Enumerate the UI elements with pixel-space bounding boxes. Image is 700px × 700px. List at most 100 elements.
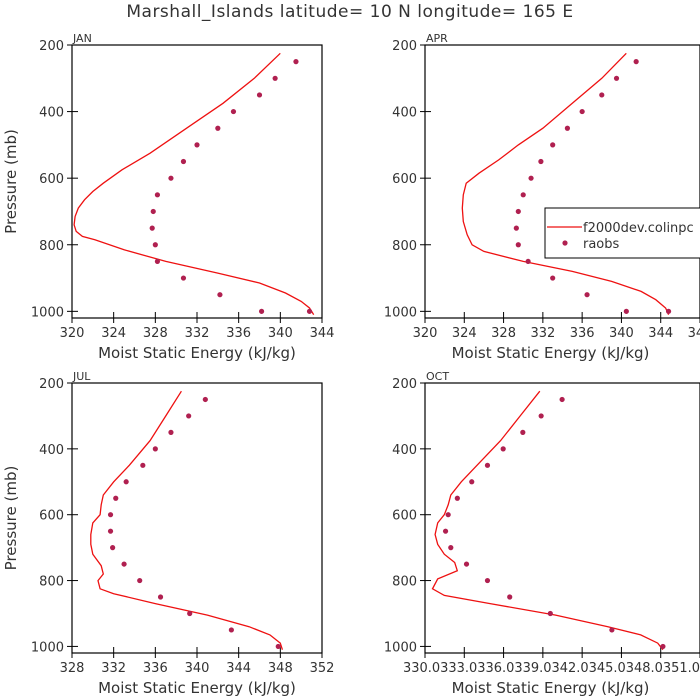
- obs-point: [228, 627, 234, 633]
- obs-point: [107, 528, 114, 534]
- y-tick-label: 200: [392, 39, 417, 54]
- obs-point: [515, 208, 521, 215]
- obs-point: [484, 462, 491, 468]
- obs-point: [515, 242, 521, 248]
- y-tick-label: 600: [39, 172, 64, 187]
- obs-point: [152, 242, 158, 248]
- x-tick-label: 340: [609, 326, 634, 341]
- obs-point: [609, 627, 615, 633]
- obs-point: [123, 479, 129, 485]
- obs-point: [157, 594, 164, 600]
- obs-point: [272, 75, 278, 81]
- y-tick-label: 600: [392, 172, 417, 187]
- obs-point: [599, 92, 605, 98]
- y-tick-label: 200: [39, 39, 64, 54]
- x-tick-label: 328: [60, 661, 85, 676]
- obs-point: [202, 396, 208, 403]
- x-tick-label: 332: [530, 326, 555, 341]
- y-tick-label: 800: [39, 239, 64, 254]
- y-axis-label: Pressure (mb): [2, 129, 20, 234]
- y-tick-label: 800: [392, 575, 417, 590]
- obs-point: [613, 75, 620, 81]
- y-tick-label: 200: [39, 377, 64, 392]
- obs-point: [665, 308, 672, 314]
- obs-point: [187, 610, 193, 617]
- obs-point: [520, 192, 526, 198]
- y-tick-label: 400: [39, 106, 64, 121]
- obs-point: [306, 308, 313, 314]
- y-tick-label: 1000: [31, 640, 64, 655]
- obs-point: [215, 125, 221, 131]
- y-tick-label: 800: [39, 575, 64, 590]
- x-tick-label: 320: [60, 326, 85, 341]
- obs-point: [150, 208, 156, 215]
- obs-point: [500, 446, 506, 452]
- panel-label: JUL: [72, 370, 91, 383]
- obs-point: [633, 59, 639, 65]
- obs-point: [275, 643, 281, 650]
- obs-point: [186, 413, 192, 419]
- x-tick-label: 324: [452, 326, 477, 341]
- x-tick-label: 348: [688, 326, 700, 341]
- x-axis-label: Moist Static Energy (kJ/kg): [452, 344, 650, 362]
- y-tick-label: 600: [392, 509, 417, 524]
- x-axis-label: Moist Static Energy (kJ/kg): [452, 679, 650, 697]
- x-tick-label: 336: [570, 326, 595, 341]
- y-tick-label: 600: [39, 509, 64, 524]
- obs-point: [538, 158, 544, 165]
- x-tick-label: 320: [413, 326, 438, 341]
- obs-point: [168, 175, 174, 181]
- obs-point: [525, 258, 531, 265]
- obs-point: [513, 225, 519, 231]
- panel-oct: OCT 200 400 600 800 1000 330.0333.0336.0339.03…: [384, 370, 700, 697]
- obs-point: [194, 142, 200, 148]
- obs-point: [258, 308, 265, 314]
- obs-point: [107, 512, 114, 518]
- x-axis-label: Moist Static Energy (kJ/kg): [98, 344, 296, 362]
- x-tick-label: 348: [268, 661, 293, 676]
- obs-point: [454, 495, 460, 501]
- model-series-line: [431, 390, 664, 651]
- model-series-line: [90, 390, 284, 650]
- obs-point: [154, 192, 161, 198]
- obs-point: [113, 495, 119, 501]
- y-tick-label: 400: [39, 443, 64, 458]
- x-tick-label: 344: [310, 326, 335, 341]
- obs-point: [660, 643, 666, 650]
- obs-point: [149, 225, 155, 231]
- obs-point: [445, 512, 451, 518]
- obs-point: [293, 59, 299, 65]
- legend-obs-label: raobs: [583, 237, 620, 252]
- obs-point: [584, 292, 590, 298]
- x-tick-label: 340: [268, 326, 293, 341]
- panel-label: OCT: [426, 370, 449, 383]
- panel-apr: APR 200 400 600 800 1000 320 324 328 332 336 340 344…: [384, 32, 700, 362]
- x-tick-labels-merged: 330.0333.0336.0339.0342.0345.0348.0351.0: [403, 661, 700, 676]
- panel-jul: JUL 200 400 600 800 1000 328 332 336 340 344 348 352…: [2, 370, 334, 697]
- obs-point: [448, 545, 454, 551]
- x-tick-label: 340: [185, 661, 210, 676]
- obs-point: [217, 292, 223, 298]
- obs-point: [623, 308, 629, 314]
- x-tick-label: 332: [101, 661, 126, 676]
- x-tick-label: 328: [143, 326, 168, 341]
- model-series-line: [461, 52, 670, 315]
- y-tick-label: 400: [392, 443, 417, 458]
- x-tick-label: 352: [310, 661, 335, 676]
- x-tick-label: 328: [491, 326, 516, 341]
- obs-point: [110, 545, 116, 551]
- plot-frame: [424, 382, 700, 654]
- x-tick-label: 336: [143, 661, 168, 676]
- obs-point: [230, 108, 237, 115]
- obs-point: [256, 92, 263, 98]
- obs-point: [559, 396, 565, 403]
- obs-point: [564, 125, 571, 131]
- panel-label: JAN: [72, 32, 92, 45]
- plot-frame: [71, 44, 323, 319]
- obs-point: [538, 413, 544, 419]
- figure-title: Marshall_Islands latitude= 10 N longitud…: [126, 2, 574, 22]
- obs-point: [520, 429, 526, 435]
- obs-point: [528, 175, 534, 181]
- obs-point: [180, 158, 187, 165]
